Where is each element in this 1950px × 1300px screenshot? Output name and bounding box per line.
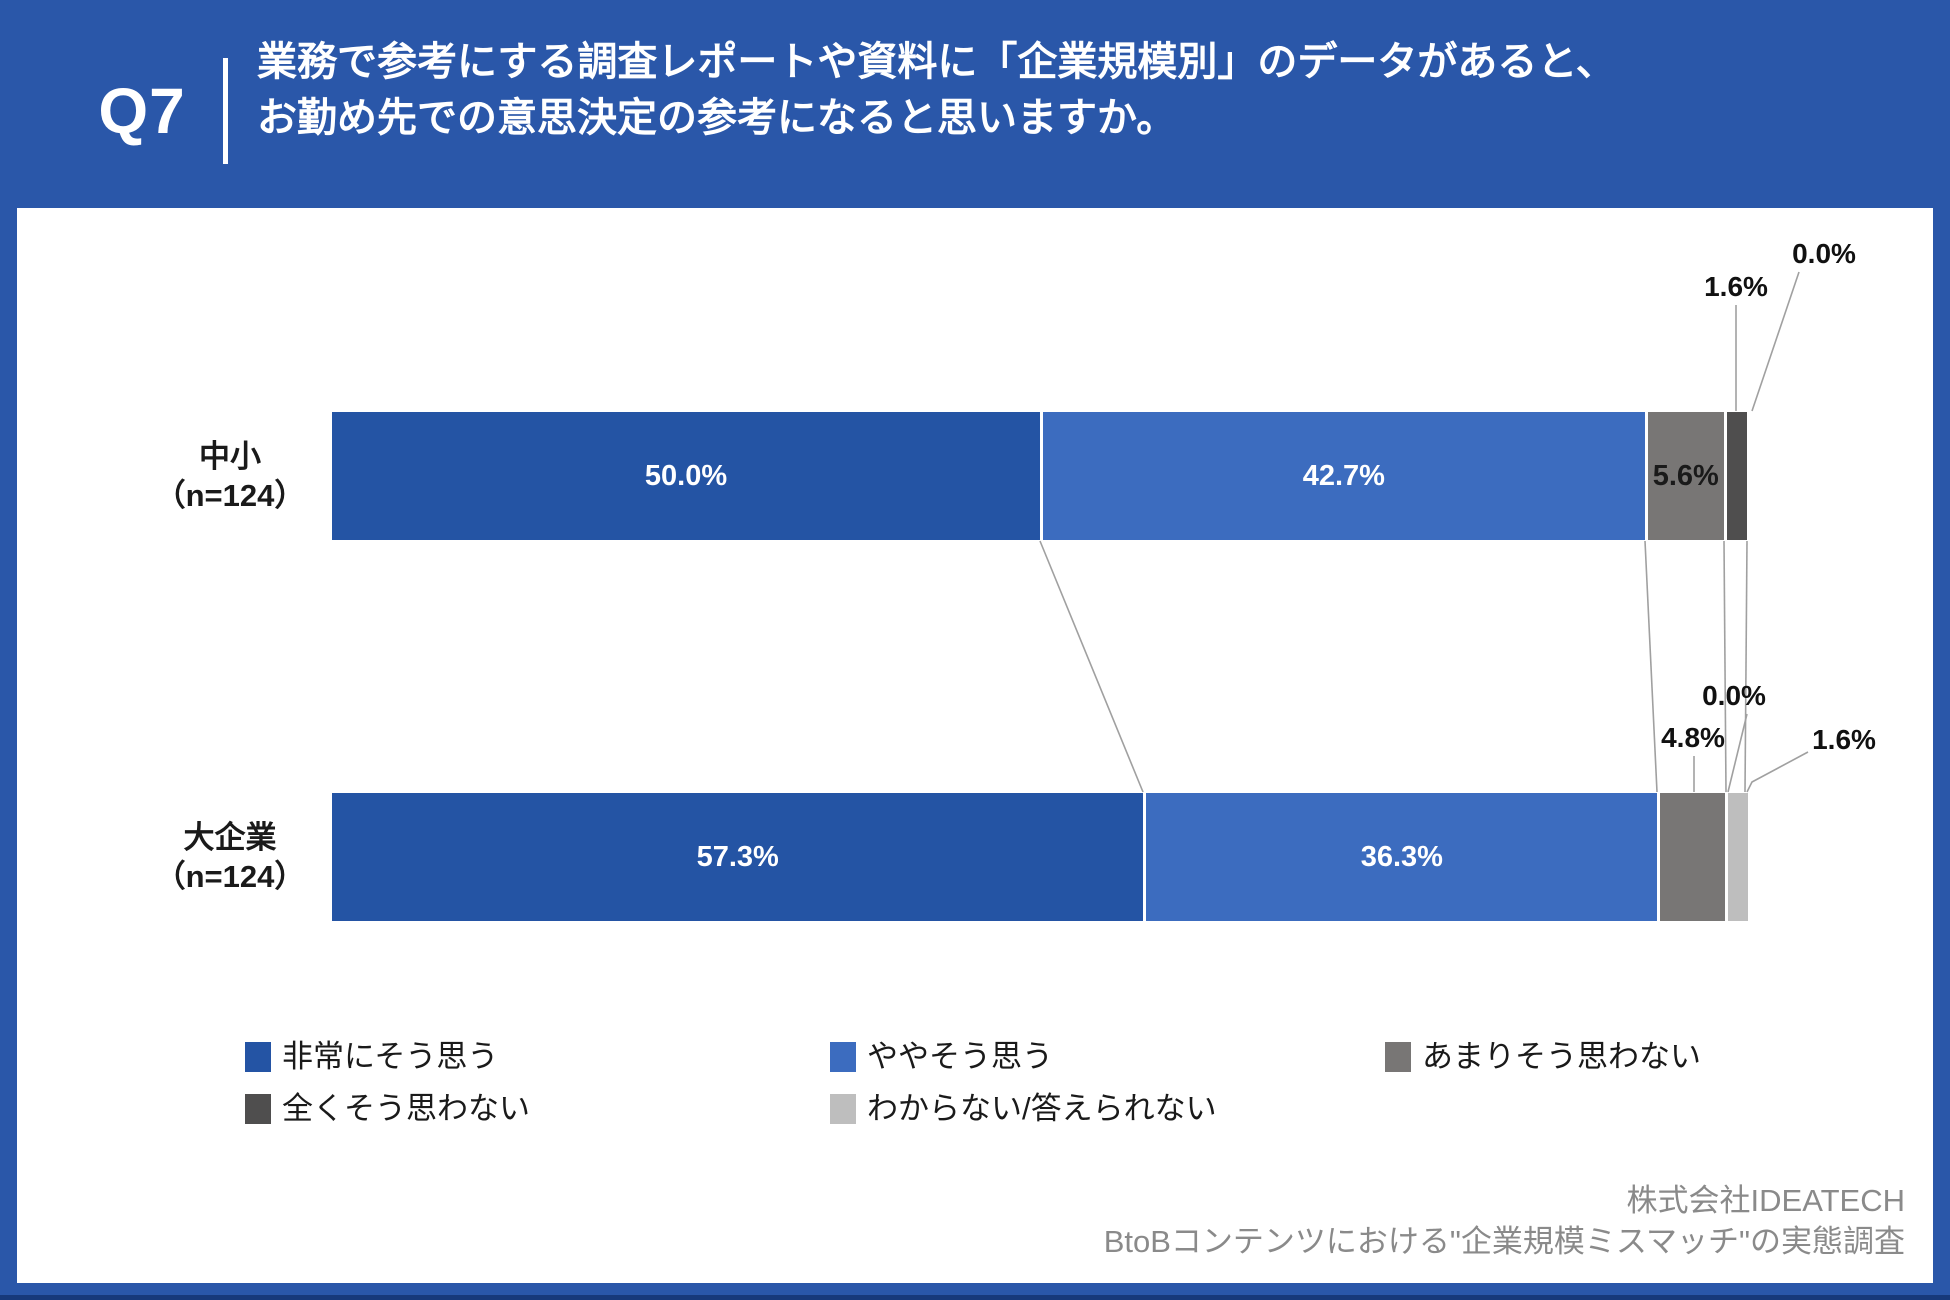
question-title: 業務で参考にする調査レポートや資料に「企業規模別」のデータがあると、 お勤め先で…	[257, 34, 1616, 146]
legend-label: 非常にそう思う	[282, 1039, 499, 1074]
callout-label: 1.6%	[1812, 724, 1876, 755]
legend-label: ややそう思う	[867, 1039, 1053, 1074]
source-company: 株式会社IDEATECH	[1626, 1183, 1905, 1218]
source-footer: 株式会社IDEATECH BtoBコンテンツにおける"企業規模ミスマッチ"の実態…	[1104, 1180, 1905, 1262]
category-name: 中小	[199, 439, 261, 474]
legend-item: ややそう思う	[830, 1040, 1053, 1074]
bar-segment-label: 36.3%	[1360, 840, 1443, 873]
bar-segment	[1723, 412, 1747, 540]
legend-swatch	[245, 1042, 271, 1072]
legend-swatch	[830, 1094, 856, 1124]
bar-segment: 42.7%	[1040, 412, 1645, 540]
header-divider	[223, 58, 228, 164]
category-label: 中小 （n=124）	[100, 412, 360, 540]
legend-label: 全くそう思わない	[282, 1091, 530, 1126]
question-title-line1: 業務で参考にする調査レポートや資料に「企業規模別」のデータがあると、	[257, 40, 1616, 84]
legend-swatch	[245, 1094, 271, 1124]
callout-label: 0.0%	[1702, 680, 1766, 711]
legend-label: わからない/答えられない	[867, 1091, 1217, 1126]
callout-label: 4.8%	[1661, 722, 1725, 753]
bar-segment-label: 57.3%	[696, 840, 779, 873]
bar-segment-label: 5.6%	[1652, 459, 1719, 492]
legend-swatch	[830, 1042, 856, 1072]
bar-segment: 57.3%	[332, 793, 1144, 921]
chart-panel	[17, 208, 1933, 1283]
bar-segment-label: 50.0%	[644, 459, 728, 492]
bar-segment-label: 42.7%	[1302, 459, 1385, 492]
legend-item: 全くそう思わない	[245, 1092, 530, 1126]
bar-segment: 5.6%	[1644, 412, 1724, 540]
question-number: Q7	[98, 75, 186, 147]
legend-item: わからない/答えられない	[830, 1092, 1217, 1126]
bar-segment	[1725, 793, 1748, 921]
legend-item: あまりそう思わない	[1385, 1040, 1701, 1074]
bar-row: 50.0% 42.7% 5.6%	[332, 412, 1748, 540]
legend-swatch	[1385, 1042, 1411, 1072]
category-sample-size: （n=124）	[154, 859, 306, 894]
category-sample-size: （n=124）	[154, 478, 306, 513]
legend-label: あまりそう思わない	[1422, 1039, 1701, 1074]
bar-segment	[1657, 793, 1726, 921]
bar-segment: 36.3%	[1143, 793, 1658, 921]
question-title-line2: お勤め先での意思決定の参考になると思いますか。	[257, 96, 1177, 140]
legend-item: 非常にそう思う	[245, 1040, 498, 1074]
callout-label: 1.6%	[1704, 271, 1768, 302]
category-name: 大企業	[183, 820, 277, 855]
bar-segment: 50.0%	[332, 412, 1040, 540]
bar-row: 57.3% 36.3%	[332, 793, 1748, 921]
source-survey: BtoBコンテンツにおける"企業規模ミスマッチ"の実態調査	[1103, 1224, 1905, 1259]
callout-label: 0.0%	[1792, 238, 1856, 269]
category-label: 大企業 （n=124）	[100, 793, 360, 921]
